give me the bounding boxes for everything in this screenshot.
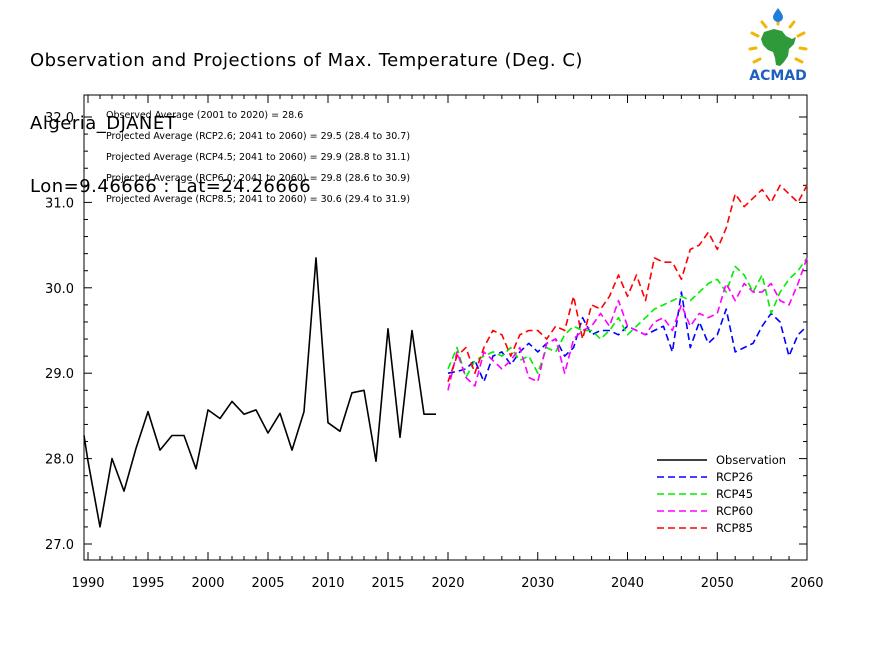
location-coords: Lon=9.46666 : Lat=24.26666 <box>30 176 312 197</box>
chart-title: Observation and Projections of Max. Temp… <box>30 50 583 71</box>
series-layer <box>83 184 808 528</box>
x-tick-label: 2010 <box>311 576 344 591</box>
x-tick-label: 2000 <box>191 576 224 591</box>
annotation-text: Projected Average (RCP2.6; 2041 to 2060)… <box>106 131 410 142</box>
y-tick-label: 27.0 <box>45 538 74 553</box>
legend-label-rcp45: RCP45 <box>716 487 753 501</box>
water-drop-icon <box>773 8 783 22</box>
x-tick-label: 2020 <box>431 576 464 591</box>
logo-text: ACMAD <box>749 68 807 84</box>
x-tick-label: 2005 <box>251 576 284 591</box>
series-line-rcp85 <box>447 184 808 382</box>
series-line-rcp60 <box>447 257 808 391</box>
x-tick-label: 2030 <box>521 576 554 591</box>
y-tick-label: 30.0 <box>45 282 74 297</box>
x-tick-label: 2060 <box>790 576 823 591</box>
acmad-logo: ACMAD <box>748 8 808 84</box>
annotation-text: Projected Average (RCP8.5; 2041 to 2060)… <box>106 194 410 205</box>
legend-label-rcp85: RCP85 <box>716 521 753 535</box>
annotation-text: Projected Average (RCP4.5; 2041 to 2060)… <box>106 152 410 163</box>
location-name: Algeria_DJANET <box>30 113 177 134</box>
annotation-text: Projected Average (RCP6.0; 2041 to 2060)… <box>106 173 410 184</box>
annotation-text: Observed Average (2001 to 2020) = 28.6 <box>106 110 303 121</box>
series-line-rcp45 <box>447 257 808 379</box>
africa-map-icon <box>761 29 796 66</box>
y-axis: 27.0 28.0 29.0 30.0 31.0 32.0 <box>45 111 807 553</box>
y-tick-label: 31.0 <box>45 196 74 211</box>
y-tick-label: 28.0 <box>45 453 74 468</box>
x-tick-label: 2015 <box>371 576 404 591</box>
legend-label-rcp26: RCP26 <box>716 470 753 484</box>
legend: Observation RCP26 RCP45 RCP60 RCP85 <box>657 453 786 535</box>
legend-label-observation: Observation <box>716 453 786 467</box>
legend-label-rcp60: RCP60 <box>716 504 753 518</box>
x-tick-label: 2040 <box>611 576 644 591</box>
sun-rays-icon <box>748 16 808 64</box>
y-tick-label: 29.0 <box>45 367 74 382</box>
series-line-observation <box>83 257 436 528</box>
x-axis: 1990 1995 2000 2005 2010 2015 2020 2030 2040 2050… <box>71 95 824 591</box>
x-tick-label: 1995 <box>131 576 164 591</box>
x-tick-label: 1990 <box>71 576 104 591</box>
series-line-rcp26 <box>447 291 808 383</box>
plot-frame <box>83 94 808 561</box>
x-tick-label: 2050 <box>701 576 734 591</box>
annotations: Observed Average (2001 to 2020) = 28.6 Pr… <box>106 110 410 205</box>
y-tick-label: 32.0 <box>45 111 74 126</box>
